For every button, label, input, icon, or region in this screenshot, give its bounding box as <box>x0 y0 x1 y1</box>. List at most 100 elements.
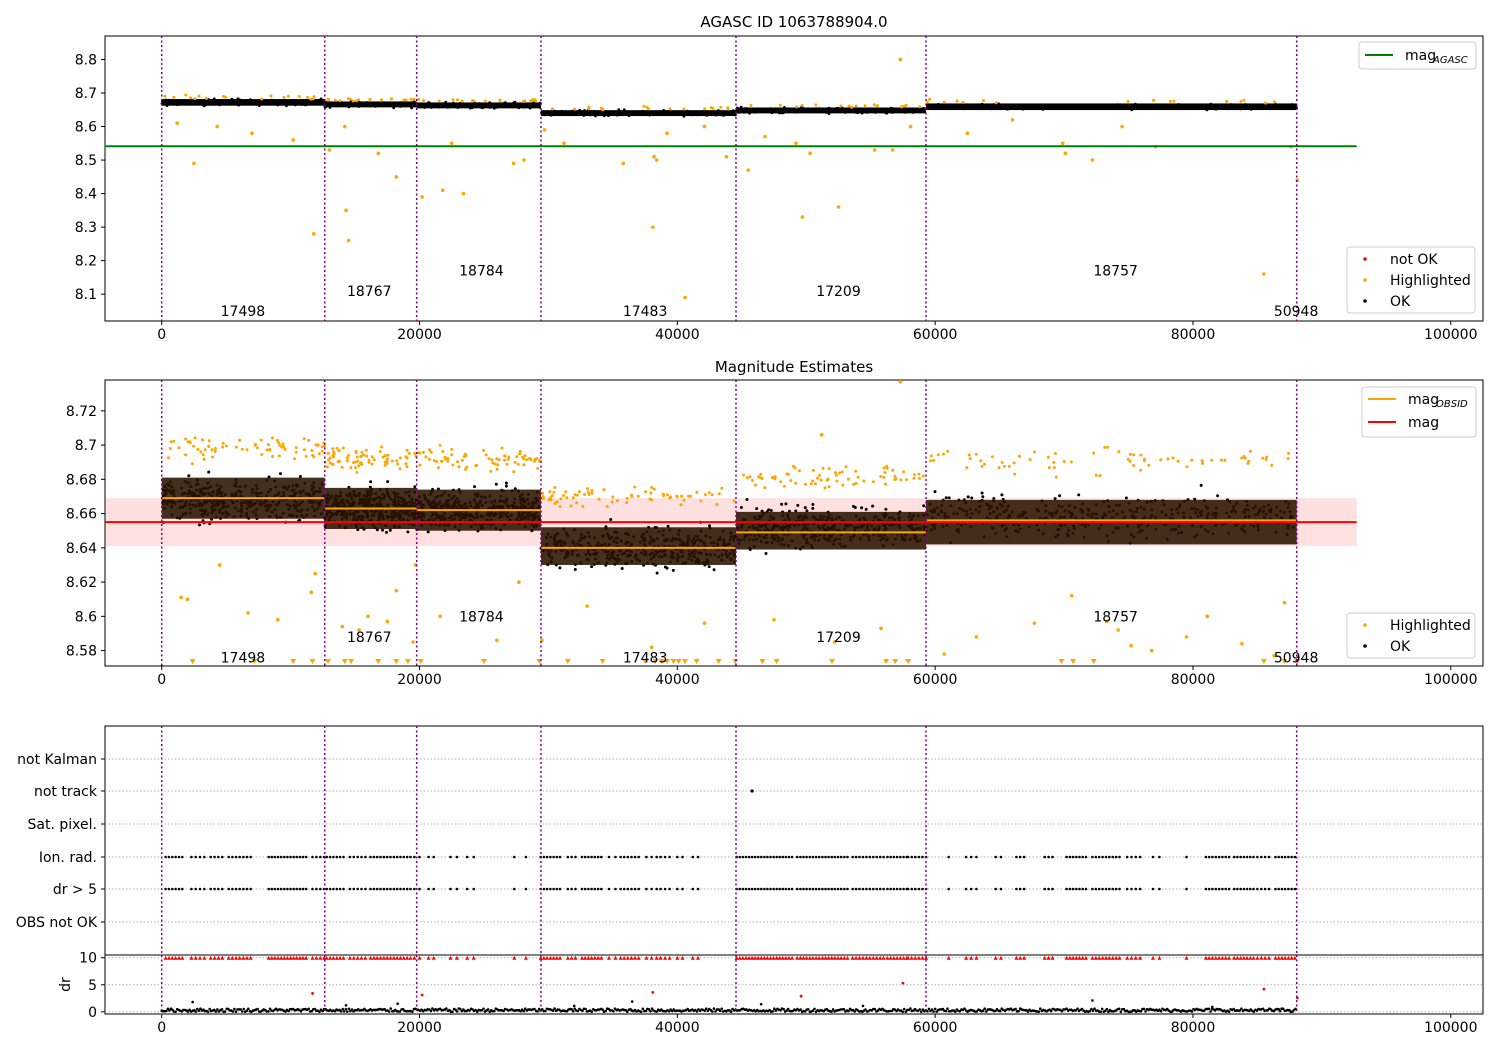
ok-point <box>513 103 516 107</box>
flag-point <box>1245 855 1249 859</box>
ok-point <box>223 102 226 105</box>
flag-category-label: Sat. pixel. <box>28 817 97 833</box>
ok-point <box>966 104 970 108</box>
flag-point <box>899 887 902 891</box>
highlighted-point <box>1265 455 1269 459</box>
highlighted-limit-marker <box>417 659 424 664</box>
dr-point <box>387 1010 391 1013</box>
flag-point <box>668 887 671 891</box>
ok-point <box>326 103 330 107</box>
flag-point <box>756 855 760 859</box>
highlighted-point <box>317 452 321 456</box>
ok-point <box>383 101 386 105</box>
obsid-label: 17209 <box>816 284 861 300</box>
flag-point <box>198 855 202 859</box>
obsid-label: 17483 <box>623 304 668 320</box>
flag-point <box>1232 855 1236 859</box>
ok-point <box>759 110 763 113</box>
flag-point <box>875 855 878 859</box>
ok-point <box>784 502 788 506</box>
highlighted-point <box>217 563 222 567</box>
flag-point <box>1267 887 1271 891</box>
ok-point <box>796 503 800 507</box>
flag-point <box>784 855 788 859</box>
highlighted-point <box>221 445 225 449</box>
ok-point <box>1043 105 1047 109</box>
flag-point <box>590 887 593 891</box>
highlighted-point <box>1239 100 1243 103</box>
highlighted-point <box>211 455 215 459</box>
ok-point <box>506 104 510 107</box>
flag-point <box>1249 855 1252 859</box>
flag-point <box>164 855 167 859</box>
ok-point <box>1094 107 1097 110</box>
highlighted-point <box>871 480 875 484</box>
highlighted-point <box>1098 474 1102 478</box>
highlighted-point <box>732 499 736 503</box>
ok-point <box>298 475 302 478</box>
highlighted-point <box>331 447 335 451</box>
ok-point <box>1003 104 1006 108</box>
highlighted-point <box>1116 628 1120 632</box>
highlighted-limit-marker <box>375 659 382 664</box>
ok-point <box>495 102 498 106</box>
highlighted-point <box>813 482 817 486</box>
flag-point <box>231 855 234 859</box>
highlighted-point <box>929 454 933 458</box>
mid-y-tick-label: 8.68 <box>66 472 97 488</box>
ok-point <box>1026 106 1030 109</box>
ok-point <box>682 112 686 116</box>
flag-point <box>747 887 751 891</box>
ok-point <box>1077 493 1081 497</box>
highlighted-point <box>512 470 516 474</box>
ok-point <box>411 105 414 108</box>
ok-point <box>676 112 680 116</box>
flag-point <box>917 887 921 891</box>
highlighted-point <box>240 447 244 451</box>
highlighted-point <box>482 448 486 452</box>
ok-point <box>493 106 496 110</box>
highlighted-point <box>872 148 877 152</box>
highlighted-point <box>587 493 591 496</box>
highlighted-point <box>1262 272 1266 276</box>
ok-point <box>1073 103 1076 107</box>
ok-point <box>742 110 746 114</box>
highlighted-point <box>1063 151 1068 156</box>
flag-point <box>1081 855 1084 859</box>
flag-point <box>914 887 917 891</box>
highlighted-point <box>1052 466 1056 470</box>
flag-point <box>851 855 854 859</box>
ok-point <box>990 107 994 111</box>
ok-point <box>811 506 815 510</box>
highlighted-point <box>351 99 355 103</box>
highlighted-point <box>523 454 527 458</box>
highlighted-limit-marker <box>892 659 899 664</box>
flag-point <box>409 855 412 859</box>
mid-y-tick-label: 8.6 <box>75 609 97 625</box>
ok-point <box>330 104 334 107</box>
flag-point <box>1022 855 1026 859</box>
highlighted-point <box>188 440 192 444</box>
highlighted-point <box>1106 445 1110 449</box>
highlighted-point <box>1060 141 1065 146</box>
highlighted-point <box>449 141 454 146</box>
ok-point <box>727 110 730 114</box>
highlighted-point <box>711 106 715 110</box>
ok-point <box>755 507 759 511</box>
flag-point <box>295 887 299 891</box>
highlighted-point <box>1184 635 1189 639</box>
ok-point <box>609 518 613 521</box>
flag-point <box>545 855 549 859</box>
mag-obsid-band <box>735 511 926 550</box>
obsid-label: 18784 <box>459 264 504 280</box>
highlighted-point <box>522 463 526 467</box>
highlighted-point <box>213 447 217 450</box>
flag-point <box>614 855 617 859</box>
highlighted-point <box>893 474 897 478</box>
ok-point <box>1256 104 1259 107</box>
flag-point <box>249 887 252 891</box>
highlighted-point <box>1139 468 1143 472</box>
ok-point <box>164 98 168 102</box>
flag-point <box>203 855 206 859</box>
flag-point <box>171 855 174 859</box>
